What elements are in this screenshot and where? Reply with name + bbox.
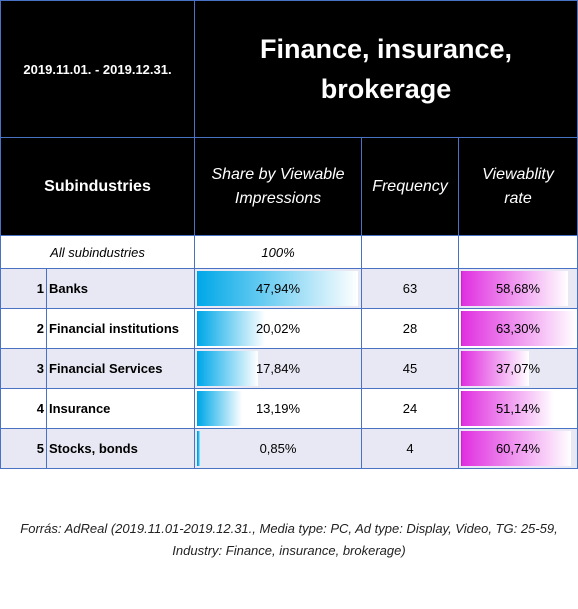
subindustry-name: Financial institutions [46,308,195,349]
summary-share: 100% [194,235,362,269]
subindustry-name: Financial Services [46,348,195,389]
col-header: Viewablity rate [458,137,578,236]
viewability-value: 58,68% [495,281,541,296]
share-value: 13,19% [255,401,301,416]
viewability-cell: 51,14% [458,388,578,429]
viewability-value: 51,14% [495,401,541,416]
col-header: Subindustries [0,137,195,236]
frequency: 24 [361,388,459,429]
period: 2019.11.01. - 2019.12.31. [0,0,195,138]
rank: 1 [0,268,47,309]
share-bar [197,391,243,426]
rank: 4 [0,388,47,429]
viewability-bar [461,351,529,386]
viewability-cell: 60,74% [458,428,578,469]
subindustry-name: Banks [46,268,195,309]
viewability-cell: 63,30% [458,308,578,349]
col-header: Frequency [361,137,459,236]
share-bar [197,311,265,346]
empty-cell [361,235,459,269]
col-header: Share by Viewable Impressions [194,137,362,236]
viewability-cell: 37,07% [458,348,578,389]
share-value: 20,02% [255,321,301,336]
share-cell: 0,85% [194,428,362,469]
rank: 3 [0,348,47,389]
rank: 2 [0,308,47,349]
share-bar [197,351,258,386]
frequency: 4 [361,428,459,469]
empty-cell [458,235,578,269]
frequency: 45 [361,348,459,389]
viewability-bar [461,271,568,306]
viewability-bar [461,311,576,346]
share-cell: 47,94% [194,268,362,309]
viewability-value: 63,30% [495,321,541,336]
summary-name: All subindustries [0,235,195,269]
title: Finance, insurance, brokerage [194,0,578,138]
share-bar [197,271,358,306]
viewability-value: 37,07% [495,361,541,376]
share-value: 17,84% [255,361,301,376]
frequency: 63 [361,268,459,309]
share-cell: 20,02% [194,308,362,349]
share-bar [197,431,201,466]
viewability-value: 60,74% [495,441,541,456]
share-cell: 17,84% [194,348,362,389]
viewability-cell: 58,68% [458,268,578,309]
share-cell: 13,19% [194,388,362,429]
subindustry-name: Insurance [46,388,195,429]
frequency: 28 [361,308,459,349]
share-value: 0,85% [259,441,297,456]
subindustry-name: Stocks, bonds [46,428,195,469]
rank: 5 [0,428,47,469]
viewability-bar [461,391,555,426]
source-note: Forrás: AdReal (2019.11.01-2019.12.31., … [20,521,558,558]
share-value: 47,94% [255,281,301,296]
viewability-bar [461,431,572,466]
